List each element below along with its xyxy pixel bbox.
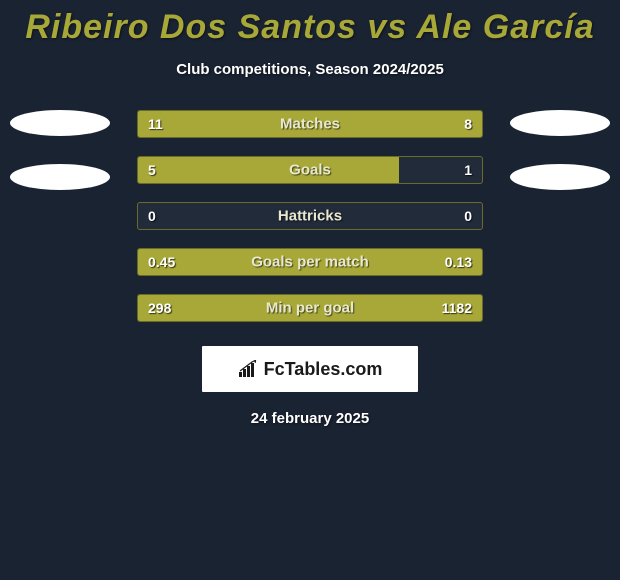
player-right-avatars [510, 110, 610, 190]
stats-area: 11 Matches 8 5 Goals 1 0 Hattricks 0 [0, 110, 620, 322]
subtitle: Club competitions, Season 2024/2025 [176, 61, 444, 78]
stat-label: Min per goal [138, 300, 482, 317]
stat-row-min-per-goal: 298 Min per goal 1182 [137, 294, 483, 322]
infographic-container: Ribeiro Dos Santos vs Ale García Club co… [0, 0, 620, 427]
stat-bars: 11 Matches 8 5 Goals 1 0 Hattricks 0 [137, 110, 483, 322]
stat-row-hattricks: 0 Hattricks 0 [137, 202, 483, 230]
stat-row-matches: 11 Matches 8 [137, 110, 483, 138]
stat-label: Matches [138, 116, 482, 133]
logo-content: FcTables.com [238, 359, 383, 380]
fctables-logo[interactable]: FcTables.com [202, 346, 418, 392]
stat-value-right: 8 [464, 116, 472, 132]
date-label: 24 february 2025 [251, 410, 369, 427]
logo-text: FcTables.com [264, 359, 383, 380]
bar-chart-icon [238, 360, 260, 378]
page-title: Ribeiro Dos Santos vs Ale García [25, 8, 594, 47]
stat-value-right: 1 [464, 162, 472, 178]
avatar [10, 110, 110, 136]
player-left-avatars [10, 110, 110, 190]
avatar [510, 110, 610, 136]
avatar [10, 164, 110, 190]
stat-row-goals: 5 Goals 1 [137, 156, 483, 184]
stat-row-goals-per-match: 0.45 Goals per match 0.13 [137, 248, 483, 276]
stat-label: Goals [138, 162, 482, 179]
avatar [510, 164, 610, 190]
stat-label: Goals per match [138, 254, 482, 271]
stat-label: Hattricks [138, 208, 482, 225]
stat-value-right: 1182 [442, 300, 472, 316]
stat-value-right: 0 [464, 208, 472, 224]
stat-value-right: 0.13 [445, 254, 472, 270]
